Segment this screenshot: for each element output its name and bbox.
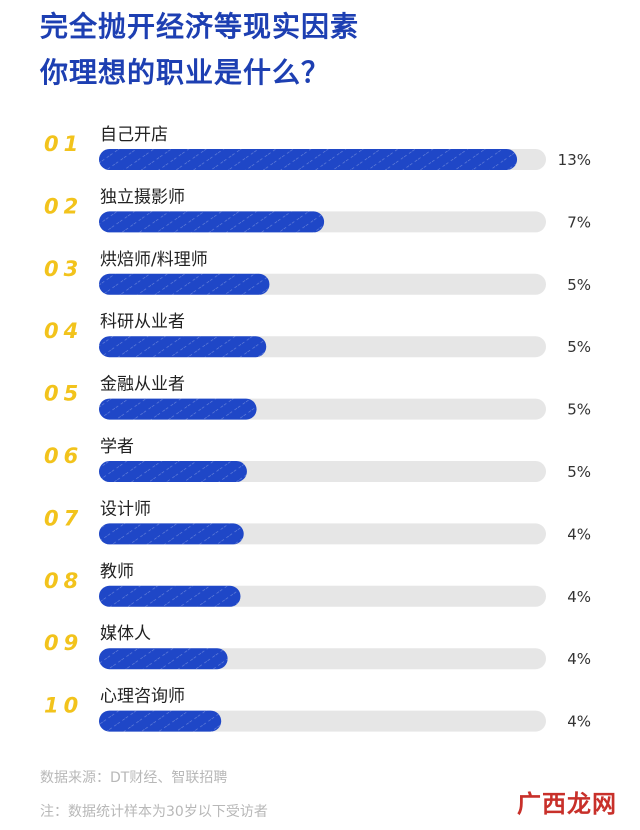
value-label: 13% xyxy=(558,151,591,169)
bar-texture xyxy=(99,398,257,420)
category-label: 金融从业者 xyxy=(100,375,185,395)
value-label: 5% xyxy=(567,338,591,356)
title-line-1: 完全抛开经济等现实因素 xyxy=(40,10,360,43)
bar-row: 05 金融从业者 5% xyxy=(44,375,591,420)
category-label: 独立摄影师 xyxy=(100,187,185,207)
rank-label: 08 xyxy=(44,569,83,593)
value-label: 5% xyxy=(567,463,591,481)
value-label: 4% xyxy=(567,650,591,668)
bar-row: 03 烘焙师/料理师 5% xyxy=(44,250,591,295)
category-label: 学者 xyxy=(100,437,134,457)
value-label: 5% xyxy=(567,276,591,294)
bar-texture xyxy=(99,461,247,482)
bar-texture xyxy=(99,336,267,358)
bar-texture xyxy=(99,149,518,170)
bar-texture xyxy=(99,710,222,732)
bar-row: 09 媒体人 4% xyxy=(44,624,591,670)
sample-note: 注：数据统计样本为30岁以下受访者 xyxy=(40,804,268,820)
category-label: 教师 xyxy=(100,562,134,582)
value-label: 7% xyxy=(567,213,591,231)
category-label: 烘焙师/料理师 xyxy=(100,250,208,270)
watermark-logo: 广西龙网 xyxy=(517,790,617,818)
rank-label: 04 xyxy=(44,319,83,343)
value-label: 4% xyxy=(567,525,591,543)
rank-label: 06 xyxy=(44,444,83,468)
bar-texture xyxy=(99,585,241,607)
chart-title: 完全抛开经济等现实因素 你理想的职业是什么？ xyxy=(40,4,359,96)
bar-row: 10 心理咨询师 4% xyxy=(44,687,591,732)
rank-label: 10 xyxy=(44,694,83,718)
category-label: 自己开店 xyxy=(100,125,168,145)
rank-label: 01 xyxy=(44,132,83,156)
rank-label: 07 xyxy=(44,506,83,530)
bar-texture xyxy=(99,523,244,545)
bar-row: 04 科研从业者 5% xyxy=(44,312,591,358)
bar-texture xyxy=(99,273,270,295)
bar-texture xyxy=(99,648,228,670)
category-label: 媒体人 xyxy=(100,624,151,644)
category-label: 心理咨询师 xyxy=(100,687,185,707)
bar-row: 06 学者 5% xyxy=(44,437,591,482)
bar-texture xyxy=(99,211,325,233)
bar-row: 02 独立摄影师 7% xyxy=(44,187,591,233)
rank-label: 03 xyxy=(44,257,83,281)
bar-row: 07 设计师 4% xyxy=(44,499,591,545)
rank-label: 09 xyxy=(44,631,83,655)
rank-label: 05 xyxy=(44,382,83,406)
data-source-note: 数据来源：DT财经、智联招聘 xyxy=(40,770,228,786)
bar-row: 08 教师 4% xyxy=(44,562,591,607)
value-label: 5% xyxy=(567,401,591,419)
value-label: 4% xyxy=(567,713,591,731)
value-label: 4% xyxy=(567,588,591,606)
rank-label: 02 xyxy=(44,194,83,218)
title-line-2: 你理想的职业是什么？ xyxy=(40,56,331,89)
bar-row: 01 自己开店 13% xyxy=(44,125,591,170)
category-label: 设计师 xyxy=(100,499,151,519)
category-label: 科研从业者 xyxy=(100,312,185,332)
